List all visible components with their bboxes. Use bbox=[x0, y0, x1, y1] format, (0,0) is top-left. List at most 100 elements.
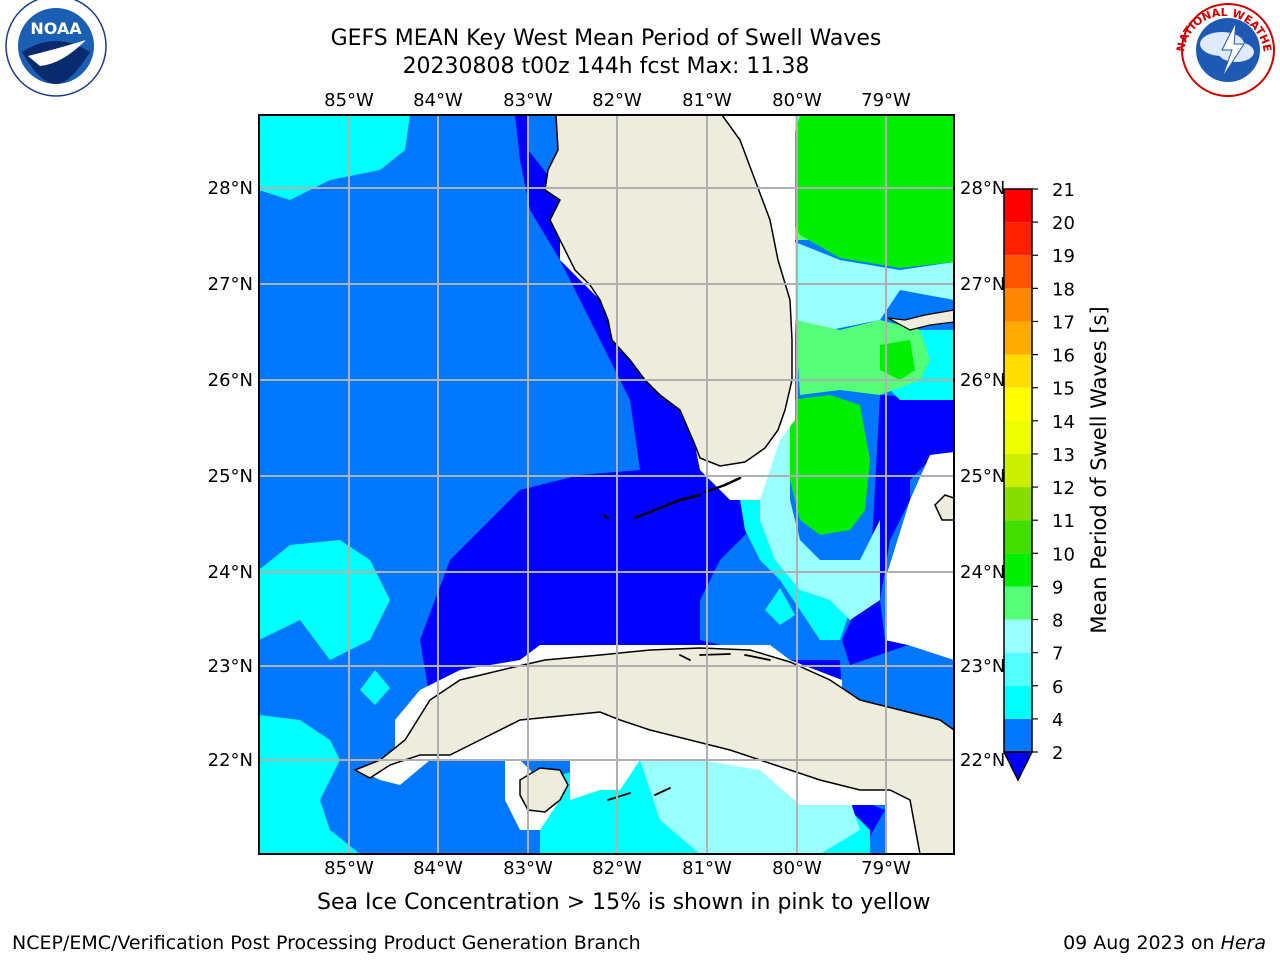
map-frame bbox=[258, 114, 955, 855]
lat-label-right: 27°N bbox=[960, 274, 1005, 295]
colorbar-band bbox=[1004, 619, 1032, 653]
colorbar-tick-label: 16 bbox=[1052, 346, 1075, 367]
lat-label-left: 26°N bbox=[208, 370, 253, 391]
dark-blue-region bbox=[420, 115, 842, 700]
florida-keys bbox=[603, 476, 742, 520]
cyan-island-blob bbox=[360, 670, 390, 705]
lat-label-left: 28°N bbox=[208, 178, 253, 199]
lon-label-top: 82°W bbox=[592, 90, 642, 111]
pale-cyan-region-south bbox=[640, 760, 860, 854]
colorbar-tick-label: 18 bbox=[1052, 279, 1075, 300]
map-plot bbox=[259, 115, 954, 854]
lat-label-right: 23°N bbox=[960, 656, 1005, 677]
lat-label-left: 24°N bbox=[208, 562, 253, 583]
chart-title-line1: GEFS MEAN Key West Mean Period of Swell … bbox=[330, 26, 882, 51]
isle-of-youth bbox=[519, 767, 569, 813]
cyan-region-northwest bbox=[259, 115, 410, 200]
lon-label-top: 83°W bbox=[503, 90, 553, 111]
cyan-region-west bbox=[259, 540, 390, 660]
lon-labels-bottom: 85°W 84°W 83°W 82°W 81°W 80°W 79°W bbox=[324, 858, 911, 879]
colorbar-tick-label: 6 bbox=[1052, 677, 1063, 698]
colorbar-band bbox=[1004, 586, 1032, 620]
cyan-region-southwest bbox=[259, 715, 360, 854]
colorbar-band bbox=[1004, 453, 1032, 488]
green-region-north bbox=[780, 115, 954, 268]
colorbar-band bbox=[1004, 553, 1032, 587]
colorbar-tick-label: 10 bbox=[1052, 544, 1075, 565]
lon-labels-top: 85°W 84°W 83°W 82°W 81°W 80°W 79°W bbox=[324, 90, 911, 111]
cuban-cays bbox=[607, 653, 771, 801]
florida-peninsula bbox=[544, 115, 793, 467]
svg-text:NATIONAL WEATHER SERVICE: NATIONAL WEATHER SERVICE bbox=[0, 0, 1274, 53]
lon-label-bottom: 83°W bbox=[503, 858, 553, 879]
lat-label-right: 25°N bbox=[960, 466, 1005, 487]
colorbar-tick-label: 4 bbox=[1052, 710, 1063, 731]
colorbar-band bbox=[1004, 354, 1032, 388]
colorbar-band bbox=[1004, 487, 1032, 521]
grand-bahama bbox=[887, 309, 954, 331]
colorbar-band bbox=[1004, 222, 1032, 256]
lon-label-top: 84°W bbox=[413, 90, 463, 111]
colorbar-band bbox=[1004, 255, 1032, 289]
map-gridlines bbox=[259, 115, 954, 854]
colorbar-tick-label: 11 bbox=[1052, 511, 1075, 532]
colorbar-tick-label: 2 bbox=[1052, 743, 1063, 764]
noaa-logo-text: NOAA bbox=[30, 19, 82, 38]
lat-labels-left: 28°N 27°N 26°N 25°N 24°N 23°N 22°N bbox=[208, 178, 253, 771]
colorbar-title: Mean Period of Swell Waves [s] bbox=[1087, 306, 1111, 633]
colorbar-tick-label: 19 bbox=[1052, 246, 1075, 267]
lat-label-left: 25°N bbox=[208, 466, 253, 487]
lon-label-bottom: 81°W bbox=[682, 858, 732, 879]
colorbar-band bbox=[1004, 321, 1032, 355]
colorbar-tick-label: 12 bbox=[1052, 478, 1075, 499]
chart-title-line2: 20230808 t00z 144h fcst Max: 11.38 bbox=[402, 54, 810, 79]
lat-label-left: 27°N bbox=[208, 274, 253, 295]
colorbar-tick-label: 17 bbox=[1052, 312, 1075, 333]
lon-label-top: 85°W bbox=[324, 90, 374, 111]
colorbar-band bbox=[1004, 718, 1032, 752]
lon-label-bottom: 85°W bbox=[324, 858, 374, 879]
lon-label-bottom: 80°W bbox=[772, 858, 822, 879]
nws-logo-ring-text: NATIONAL WEATHER SERVICE bbox=[0, 0, 1274, 53]
colorbar-tick-label: 13 bbox=[1052, 445, 1075, 466]
colorbar-band bbox=[1004, 189, 1032, 223]
colorbar-tick-label: 21 bbox=[1052, 180, 1075, 201]
lon-label-top: 80°W bbox=[772, 90, 822, 111]
colorbar-band bbox=[1004, 420, 1032, 454]
lat-label-right: 26°N bbox=[960, 370, 1005, 391]
sea-ice-note: Sea Ice Concentration > 15% is shown in … bbox=[317, 890, 931, 915]
colorbar-frame bbox=[1003, 188, 1033, 753]
colorbar-extend-triangle bbox=[1002, 751, 1034, 782]
noaa-logo: NOAA bbox=[5, 0, 107, 97]
lon-label-top: 79°W bbox=[861, 90, 911, 111]
footer-date-text: 09 Aug 2023 on bbox=[1063, 932, 1221, 954]
lat-label-left: 23°N bbox=[208, 656, 253, 677]
footer-date: 09 Aug 2023 on Hera bbox=[1063, 932, 1266, 954]
colorbar-band bbox=[1004, 387, 1032, 421]
colorbar-tick-label: 7 bbox=[1052, 644, 1063, 665]
lat-label-right: 28°N bbox=[960, 178, 1005, 199]
green-blob-east bbox=[880, 340, 915, 380]
lat-label-right: 22°N bbox=[960, 750, 1005, 771]
colorbar-band bbox=[1004, 288, 1032, 322]
lon-label-bottom: 84°W bbox=[413, 858, 463, 879]
colorbar-tick-label: 8 bbox=[1052, 611, 1063, 632]
footer-machine: Hera bbox=[1220, 932, 1266, 954]
andros-island bbox=[934, 494, 954, 521]
lon-label-bottom: 79°W bbox=[861, 858, 911, 879]
lon-label-top: 81°W bbox=[682, 90, 732, 111]
colorbar-tick-label: 9 bbox=[1052, 577, 1063, 598]
lon-label-bottom: 82°W bbox=[592, 858, 642, 879]
colorbar: 2 4 6 7 8 9 10 11 12 13 14 15 16 17 18 19 20 21 bbox=[1002, 180, 1075, 782]
lat-label-right: 24°N bbox=[960, 562, 1005, 583]
colorbar-band bbox=[1004, 652, 1032, 686]
colorbar-band bbox=[1004, 685, 1032, 719]
lat-label-left: 22°N bbox=[208, 750, 253, 771]
footer-credit: NCEP/EMC/Verification Post Processing Pr… bbox=[12, 932, 641, 954]
colorbar-tick-label: 14 bbox=[1052, 412, 1075, 433]
green-region-straits bbox=[790, 395, 870, 535]
colorbar-tick-label: 20 bbox=[1052, 213, 1075, 234]
colorbar-band bbox=[1004, 520, 1032, 554]
nws-logo: NATIONAL WEATHER SERVICE bbox=[0, 0, 1275, 97]
